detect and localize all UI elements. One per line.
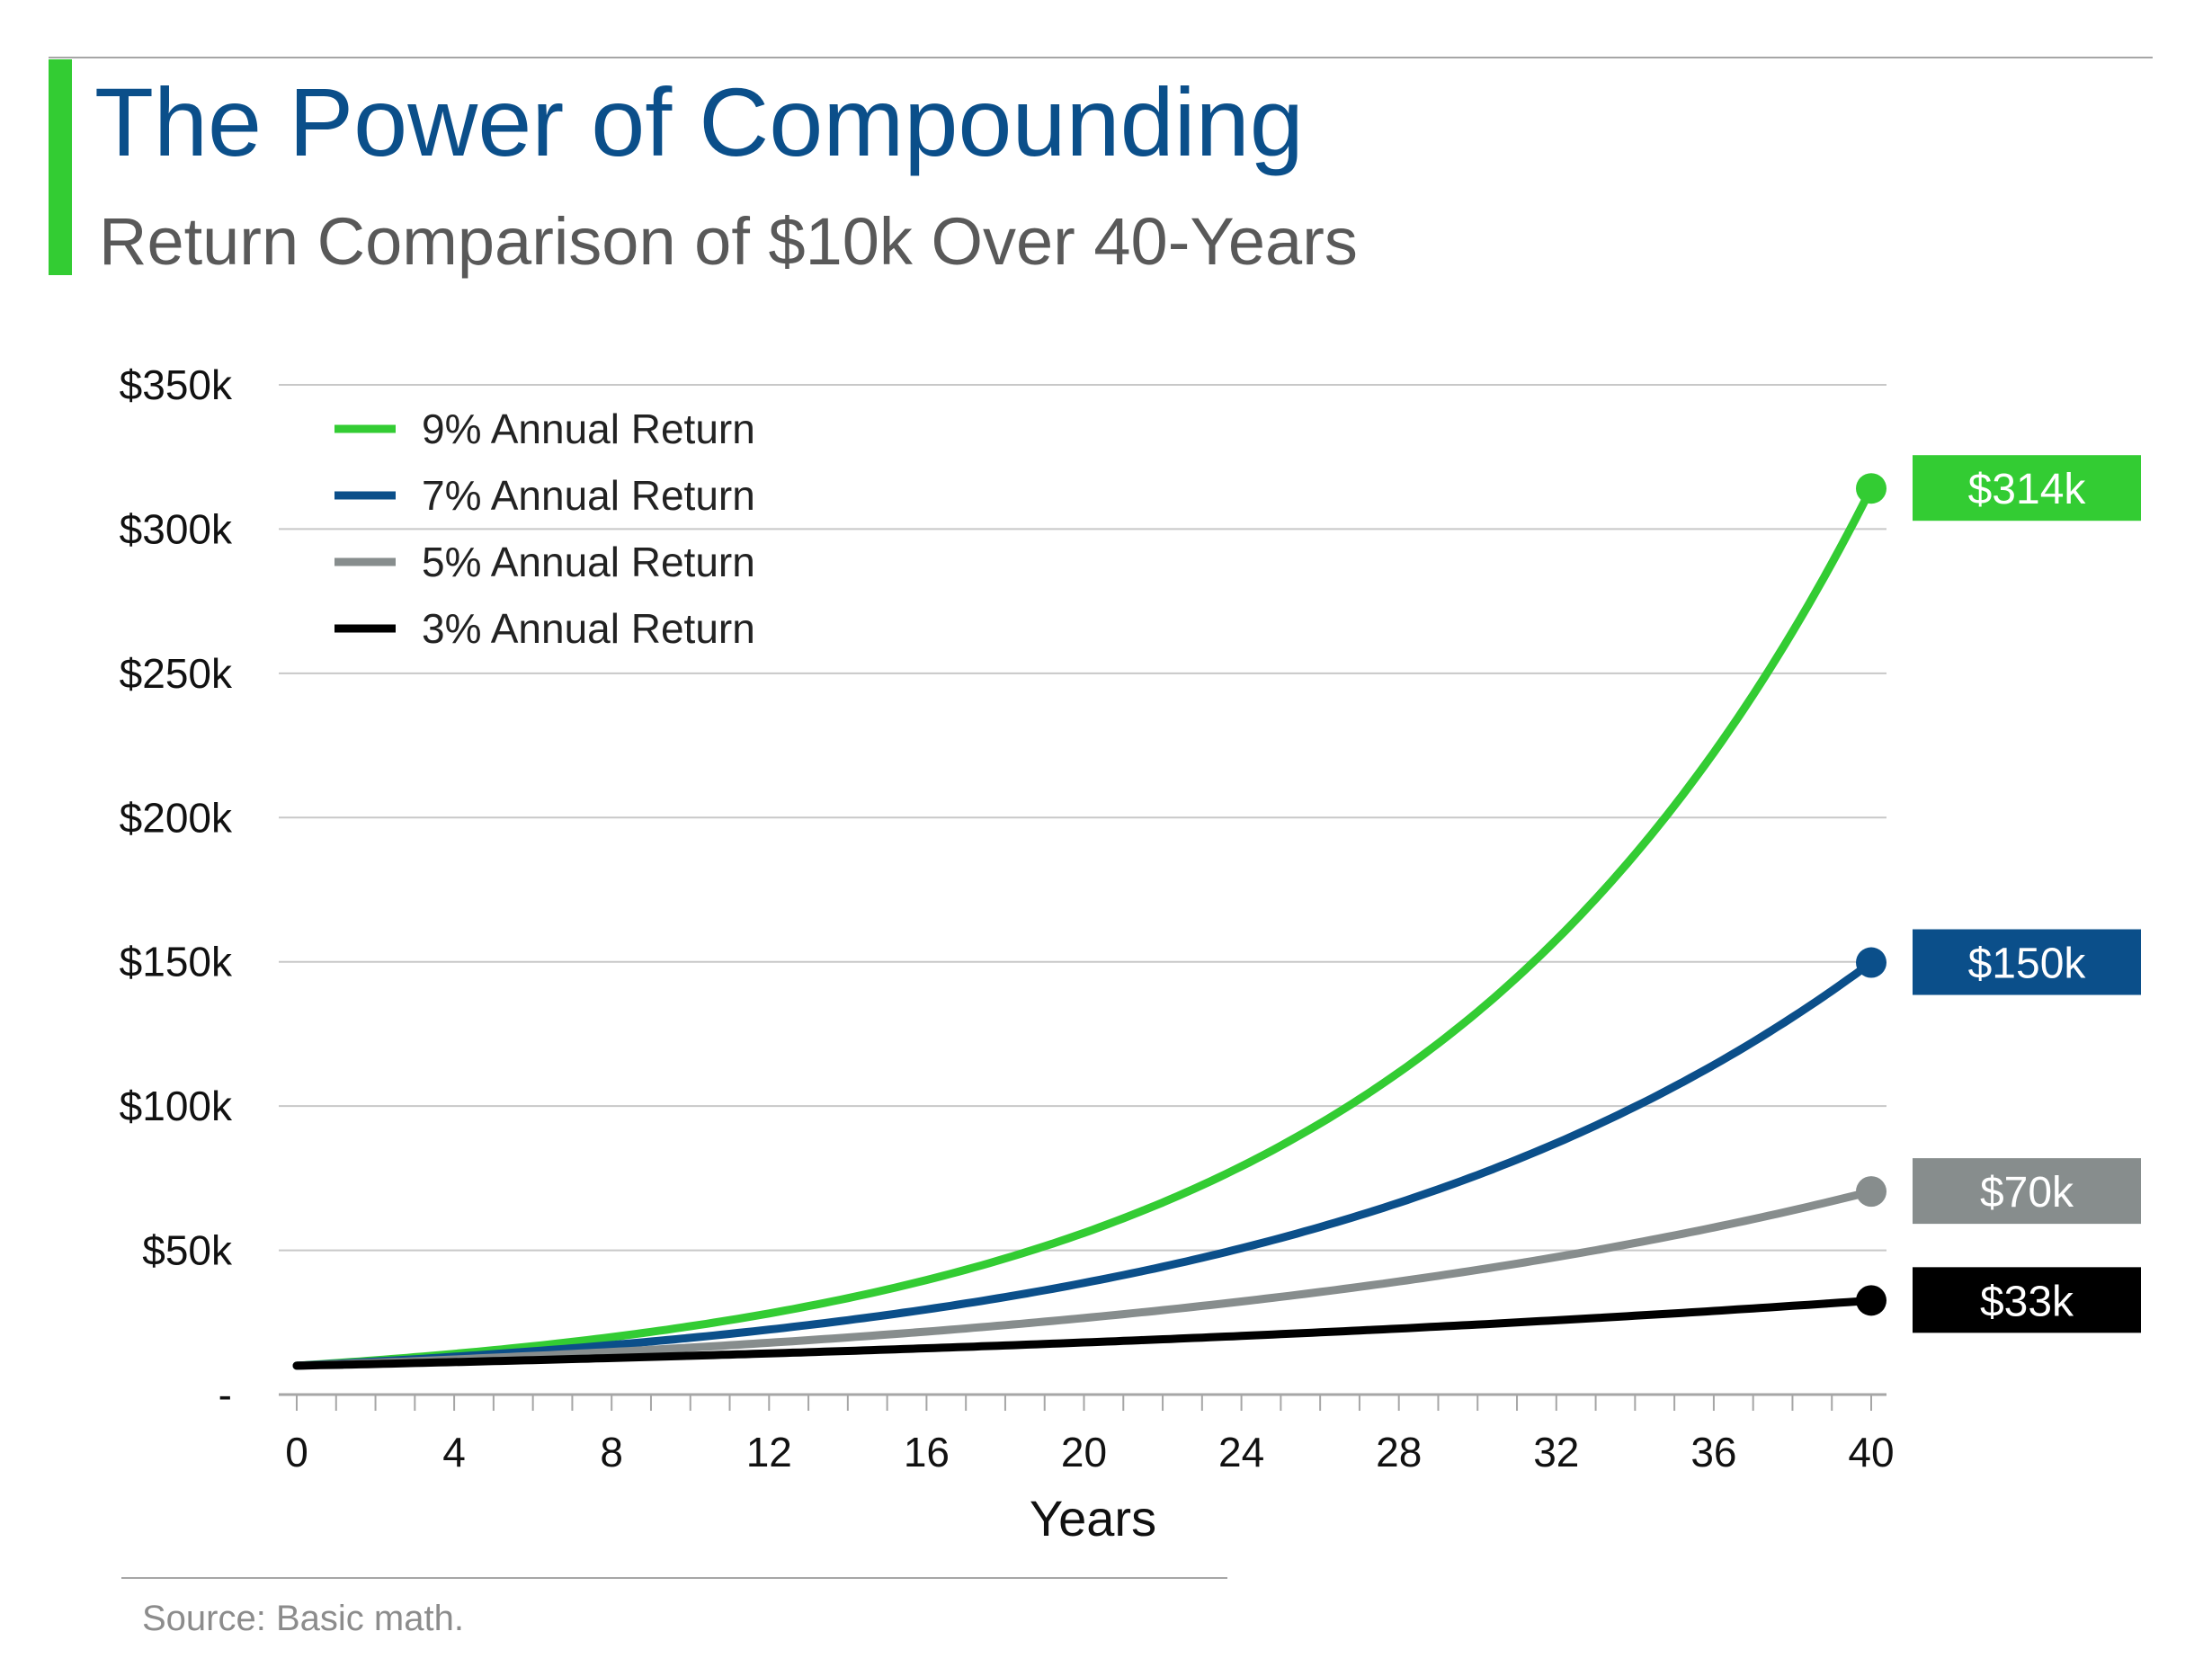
end-value-box [1913,455,2141,521]
x-axis-title: Years [1030,1490,1156,1547]
y-axis-labels: - $50k $100k $150k $200k $250k $300k $350k [120,361,233,1418]
series-end-point [1856,1285,1886,1316]
x-tick-label: 12 [746,1429,792,1475]
x-axis [279,1393,1886,1411]
end-value-labels: $314k $150k $70k $33k [1913,455,2141,1333]
source-note: Source: Basic math. [142,1599,464,1638]
end-value-label: $33k [1980,1278,2074,1325]
x-tick-label: 4 [442,1429,466,1475]
end-value-label: $150k [1968,940,2087,988]
series-lines [292,473,1886,1370]
y-tick-label: $50k [142,1227,233,1274]
y-tick-label: $100k [120,1083,233,1129]
legend-label: 3% Annual Return [422,605,755,652]
y-tick-label: $200k [120,794,233,841]
y-tick-label: $150k [120,939,233,985]
legend-label: 9% Annual Return [422,406,755,452]
series-line [292,958,1876,1370]
series-line [292,484,1876,1370]
legend-label: 5% Annual Return [422,539,755,585]
y-tick-label: - [219,1371,232,1418]
end-value-box [1913,1158,2141,1225]
source-rule [121,1577,1227,1579]
legend: 9% Annual Return 7% Annual Return 5% Annua… [334,406,755,652]
end-value-box [1913,1267,2141,1333]
x-tick-label: 36 [1690,1429,1736,1475]
top-rule [49,57,2153,58]
x-tick-label: 0 [285,1429,308,1475]
x-tick-label: 28 [1376,1429,1422,1475]
x-axis-labels: 0 4 8 12 16 20 24 28 32 36 40 [285,1429,1894,1475]
page-subtitle: Return Comparison of $10k Over 40-Years [99,204,1358,279]
y-tick-label: $350k [120,361,233,408]
grid-lines [279,384,1886,1252]
y-tick-label: $300k [120,505,233,552]
series-line [292,1296,1876,1370]
x-tick-label: 24 [1218,1429,1264,1475]
y-tick-label: $250k [120,650,233,697]
end-value-label: $314k [1968,466,2087,513]
series-line [292,1187,1876,1370]
series-end-point [1856,1176,1886,1208]
series-end-point [1856,947,1886,978]
x-tick-label: 16 [904,1429,950,1475]
accent-bar [49,59,72,275]
x-tick-label: 40 [1848,1429,1894,1475]
x-tick-label: 20 [1061,1429,1107,1475]
x-tick-label: 8 [600,1429,623,1475]
end-value-label: $70k [1980,1169,2074,1217]
series-end-point [1856,473,1886,504]
x-tick-label: 32 [1533,1429,1579,1475]
page-title: The Power of Compounding [94,67,1304,176]
end-value-box [1913,929,2141,995]
legend-label: 7% Annual Return [422,472,755,519]
